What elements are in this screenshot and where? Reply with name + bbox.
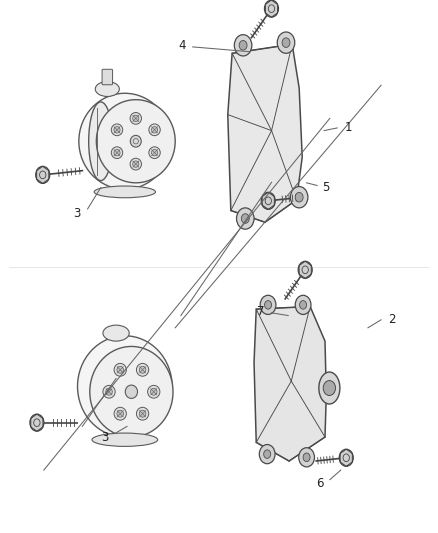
Circle shape	[30, 414, 44, 431]
Ellipse shape	[111, 147, 123, 158]
Ellipse shape	[117, 410, 124, 417]
Ellipse shape	[152, 149, 158, 156]
Ellipse shape	[130, 112, 141, 124]
Text: 3: 3	[102, 431, 109, 443]
Ellipse shape	[149, 147, 160, 158]
Text: 7: 7	[257, 305, 265, 318]
Ellipse shape	[148, 385, 160, 398]
Circle shape	[290, 187, 308, 208]
Circle shape	[339, 449, 353, 466]
Ellipse shape	[90, 346, 173, 437]
Polygon shape	[228, 44, 302, 222]
Ellipse shape	[319, 372, 340, 404]
Circle shape	[303, 453, 310, 462]
Ellipse shape	[114, 149, 120, 156]
Ellipse shape	[94, 186, 155, 198]
Circle shape	[265, 0, 279, 17]
Ellipse shape	[114, 127, 120, 133]
Text: 1: 1	[344, 122, 352, 134]
Circle shape	[237, 208, 254, 229]
Circle shape	[300, 301, 307, 309]
Circle shape	[299, 448, 314, 467]
Ellipse shape	[103, 385, 115, 398]
Ellipse shape	[151, 388, 157, 395]
Ellipse shape	[103, 325, 129, 341]
Ellipse shape	[117, 366, 124, 373]
Ellipse shape	[139, 410, 146, 417]
Ellipse shape	[88, 102, 113, 181]
Ellipse shape	[78, 336, 172, 437]
Ellipse shape	[111, 124, 123, 136]
Circle shape	[36, 166, 50, 183]
FancyBboxPatch shape	[102, 69, 113, 85]
Polygon shape	[254, 306, 326, 461]
Ellipse shape	[149, 124, 160, 136]
Text: 3: 3	[73, 207, 80, 220]
Ellipse shape	[137, 364, 149, 376]
Circle shape	[282, 38, 290, 47]
Ellipse shape	[114, 407, 126, 420]
Ellipse shape	[133, 115, 139, 122]
Circle shape	[295, 192, 303, 202]
Circle shape	[277, 32, 295, 53]
Ellipse shape	[133, 161, 139, 167]
Circle shape	[264, 450, 271, 458]
Ellipse shape	[125, 385, 138, 399]
Text: 2: 2	[388, 313, 396, 326]
Ellipse shape	[106, 388, 112, 395]
Ellipse shape	[139, 366, 146, 373]
Ellipse shape	[96, 100, 175, 183]
Ellipse shape	[95, 82, 119, 96]
Circle shape	[295, 295, 311, 314]
Ellipse shape	[114, 364, 126, 376]
Ellipse shape	[92, 433, 158, 446]
Circle shape	[265, 301, 272, 309]
Text: 5: 5	[323, 181, 330, 194]
Text: 6: 6	[316, 477, 324, 490]
Circle shape	[241, 214, 249, 223]
Ellipse shape	[152, 127, 158, 133]
Circle shape	[259, 445, 275, 464]
Text: 4: 4	[178, 39, 186, 52]
Circle shape	[323, 381, 336, 395]
Circle shape	[234, 35, 252, 56]
Ellipse shape	[137, 407, 149, 420]
Ellipse shape	[130, 158, 141, 170]
Circle shape	[261, 192, 275, 209]
Ellipse shape	[79, 93, 171, 189]
Ellipse shape	[131, 135, 141, 147]
Circle shape	[239, 41, 247, 50]
Circle shape	[298, 261, 312, 278]
Circle shape	[260, 295, 276, 314]
